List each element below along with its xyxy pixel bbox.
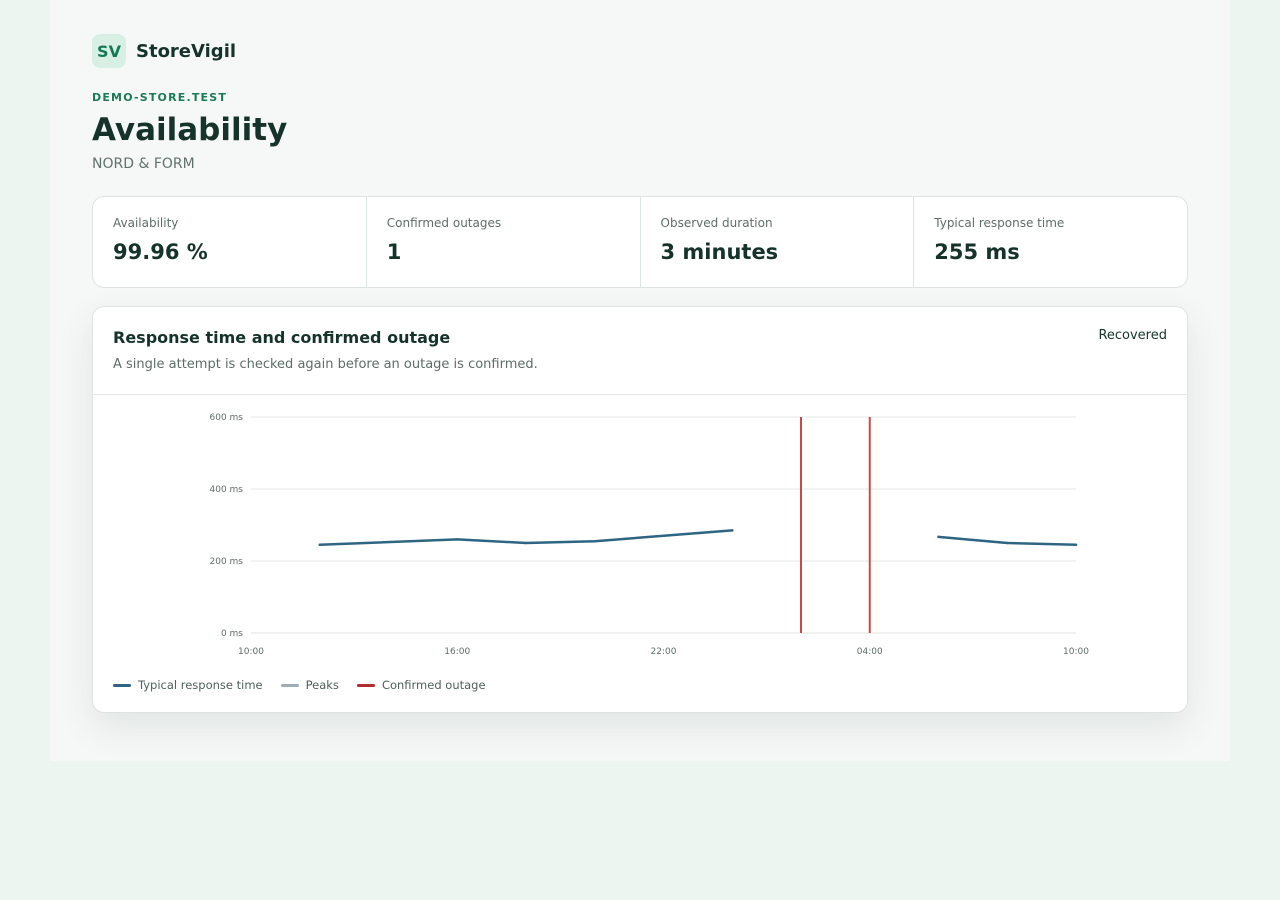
legend-label: Peaks — [305, 678, 339, 692]
stat-value: 3 minutes — [660, 240, 779, 264]
data-point — [524, 541, 528, 545]
status-badge: Recovered — [1098, 328, 1167, 343]
stat-label: Confirmed outages — [386, 216, 502, 230]
page-title: Availability — [92, 112, 288, 148]
brand-logo-icon: SV — [92, 34, 126, 68]
data-point — [731, 529, 734, 532]
stat-label: Typical response time — [934, 216, 1065, 230]
stat-value: 255 ms — [934, 240, 1020, 264]
legend-swatch — [280, 683, 299, 687]
card-header: Response time and confirmed outage A sin… — [93, 307, 1187, 395]
legend-label: Typical response time — [138, 678, 263, 692]
data-point — [456, 538, 459, 541]
legend-swatch — [356, 683, 375, 687]
card-title: Response time and confirmed outage — [113, 328, 451, 347]
data-point — [1074, 543, 1078, 546]
store-domain: DEMO-STORE.TEST — [92, 91, 228, 104]
data-point — [1006, 541, 1009, 545]
y-tick-label: 200 ms — [210, 557, 244, 567]
y-tick-label: 0 ms — [221, 629, 243, 639]
stat-label: Availability — [113, 216, 179, 230]
legend-label: Confirmed outage — [381, 678, 486, 692]
brand-name: StoreVigil — [136, 40, 237, 62]
legend-item-peaks[interactable]: Peaks — [280, 678, 339, 692]
response-time-chart: 0 ms 200 ms 400 ms 600 ms 10:00 16:00 22:00 04:… — [210, 413, 1090, 657]
stat-label: Observed duration — [660, 216, 773, 230]
stat-observed-duration: Observed duration 3 minutes — [641, 197, 915, 287]
stat-value: 99.96 % — [113, 240, 208, 264]
legend-swatch — [113, 683, 131, 687]
y-tick-label: 600 ms — [210, 413, 244, 423]
brand[interactable]: SV StoreVigil — [92, 34, 236, 68]
page: SV StoreVigil DEMO-STORE.TEST Availabili… — [50, 0, 1230, 761]
legend-item-confirmed-outage[interactable]: Confirmed outage — [356, 678, 486, 692]
data-point — [318, 543, 321, 546]
legend-item-typical-response-time[interactable]: Typical response time — [113, 678, 263, 692]
x-tick-label: 10:00 — [1063, 647, 1089, 657]
y-tick-label: 400 ms — [210, 485, 244, 495]
stat-value: 1 — [386, 240, 402, 264]
stat-typical-response-time: Typical response time 255 ms — [914, 197, 1187, 287]
chart-legend: Typical response time Peaks Confirmed ou… — [113, 678, 504, 692]
card-description: A single attempt is checked again before… — [113, 357, 538, 372]
response-time-card: Response time and confirmed outage A sin… — [92, 306, 1188, 713]
x-tick-label: 16:00 — [444, 647, 470, 657]
stat-availability: Availability 99.96 % — [93, 197, 367, 287]
stats-panel: Availability 99.96 % Confirmed outages 1… — [92, 196, 1188, 288]
x-tick-label: 04:00 — [857, 647, 883, 657]
x-tick-label: 22:00 — [651, 647, 677, 657]
stat-confirmed-outages: Confirmed outages 1 — [367, 197, 641, 287]
data-point — [937, 535, 940, 539]
x-tick-label: 10:00 — [238, 647, 264, 657]
data-point — [593, 540, 596, 543]
page-subtitle: NORD & FORM — [92, 156, 195, 172]
